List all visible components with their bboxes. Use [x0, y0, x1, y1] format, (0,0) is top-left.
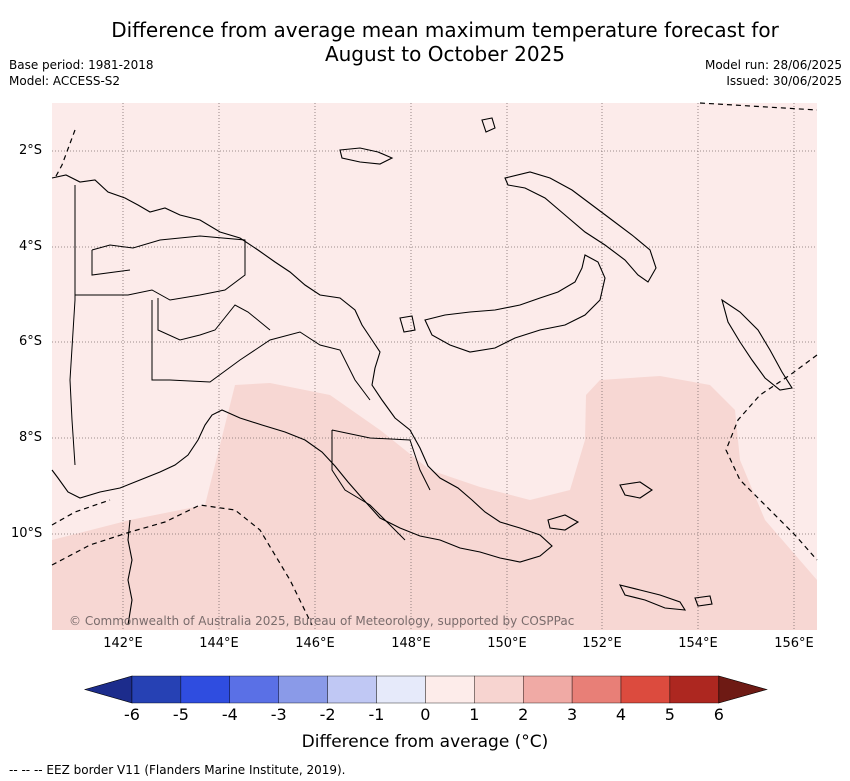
metadata-right: Model run: 28/06/2025 Issued: 30/06/2025 — [705, 57, 842, 89]
colorbar-cell — [620, 675, 671, 704]
colorbar-tick-label: 0 — [420, 705, 431, 724]
colorbar-cell — [278, 675, 328, 704]
colorbar-title: Difference from average (°C) — [301, 732, 549, 752]
lavongai-island-coast — [481, 117, 496, 133]
colorbar-extend-max — [718, 675, 768, 704]
colorbar-cell — [669, 675, 720, 704]
eez-border-north-east — [699, 102, 818, 111]
model-run: Model run: 28/06/2025 — [704, 58, 842, 72]
colorbar-cell — [523, 675, 573, 704]
colorbar-tick-label: -6 — [124, 705, 140, 724]
colorbar-tick-label: 2 — [518, 705, 529, 724]
graticule — [52, 103, 817, 630]
colorbar-tick-label: -4 — [221, 705, 238, 724]
lat-label-8s: 8°S — [19, 430, 43, 445]
colorbar-cell — [229, 675, 279, 704]
lon-label-144e: 144°E — [199, 636, 239, 651]
eez-border-north — [54, 129, 76, 179]
colorbar-tick-label: 1 — [469, 705, 480, 724]
lon-label-146e: 146°E — [295, 636, 335, 651]
title-line-2: August to October 2025 — [324, 42, 566, 66]
new-britain-coast — [424, 254, 606, 353]
bougainville-coast — [721, 298, 793, 391]
lon-label-156e: 156°E — [774, 636, 814, 651]
manus-island-coast — [339, 147, 394, 165]
colorbar-cell — [425, 675, 475, 704]
title-line-1: Difference from average mean maximum tem… — [111, 18, 779, 42]
lat-label-2s: 2°S — [19, 143, 43, 158]
colorbar-cell — [131, 675, 182, 704]
fergusson-island-coast — [619, 481, 653, 499]
lat-label-10s: 10°S — [11, 526, 43, 541]
copyright-notice: © Commonwealth of Australia 2025, Bureau… — [69, 614, 575, 628]
borders — [69, 185, 431, 541]
eez-legend-footer: -- -- -- EEZ border V11 (Flanders Marine… — [9, 763, 346, 777]
colorbar-cell — [180, 675, 230, 704]
colorbar-extend-min — [83, 675, 133, 704]
eez-borders — [51, 102, 818, 626]
lon-label-148e: 148°E — [391, 636, 431, 651]
metadata-left: Base period: 1981-2018 Model: ACCESS-S2 — [9, 57, 154, 89]
cape-york-coast — [127, 519, 133, 626]
colorbar-tick-label: 3 — [567, 705, 578, 724]
colorbar-tick-label: -3 — [270, 705, 287, 724]
eez-border-south-west — [51, 504, 313, 626]
colorbar-cell — [474, 675, 524, 704]
base-period: Base period: 1981-2018 — [9, 58, 154, 72]
colorbar-tick-label: 4 — [615, 705, 627, 724]
colorbar-tick-label: 6 — [713, 705, 724, 724]
lat-label-4s: 4°S — [19, 239, 43, 254]
lat-label-6s: 6°S — [19, 334, 43, 349]
colorbar-cell — [327, 675, 377, 704]
colorbar-cell — [571, 675, 622, 704]
lon-label-150e: 150°E — [487, 636, 527, 651]
colorbar-tick-label: 5 — [664, 705, 675, 724]
map-title: Difference from average mean maximum tem… — [60, 18, 830, 66]
colorbar-cell — [376, 675, 426, 704]
colorbar-tick-label: -1 — [368, 705, 385, 724]
lon-label-154e: 154°E — [678, 636, 718, 651]
louisiade-coast — [618, 584, 687, 611]
new-guinea-coast — [51, 174, 553, 563]
new-ireland-coast — [504, 171, 657, 283]
issued-date: Issued: 30/06/2025 — [726, 74, 842, 88]
anomaly-region-high — [52, 376, 817, 630]
provincial-borders — [75, 235, 431, 541]
normanby-island-coast — [547, 514, 580, 531]
colorbar-cells — [83, 675, 768, 704]
coastlines — [51, 117, 793, 626]
international-border-png-indonesia — [69, 185, 76, 466]
lon-label-142e: 142°E — [103, 636, 143, 651]
umboi-island-coast — [399, 315, 416, 333]
woodlark-island-coast — [694, 595, 713, 607]
colorbar-tick-label: -2 — [319, 705, 336, 724]
model-name: Model: ACCESS-S2 — [9, 74, 121, 88]
eez-border-east — [725, 354, 818, 561]
lon-label-152e: 152°E — [582, 636, 622, 651]
colorbar-tick-label: -5 — [172, 705, 189, 724]
